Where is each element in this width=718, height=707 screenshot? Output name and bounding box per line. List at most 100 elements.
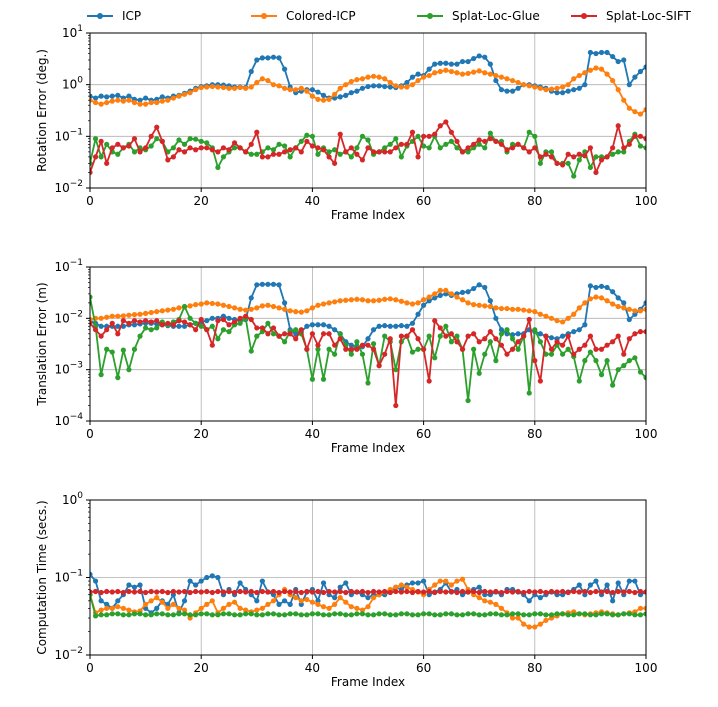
data-point-splat-loc-sift — [176, 589, 182, 595]
data-point-icp — [610, 289, 616, 295]
data-point-colored-icp — [115, 97, 121, 103]
data-point-colored-icp — [320, 604, 327, 610]
data-point-icp — [432, 61, 438, 67]
y-tick-label: 10−2 — [54, 646, 83, 662]
data-point-colored-icp — [448, 291, 454, 297]
data-point-splat-loc-glue — [610, 382, 616, 388]
data-point-splat-loc-sift — [92, 588, 99, 595]
data-point-splat-loc-glue — [610, 612, 616, 618]
data-point-splat-loc-sift — [237, 145, 243, 151]
data-point-colored-icp — [509, 615, 516, 621]
data-point-splat-loc-glue — [181, 141, 188, 147]
data-point-colored-icp — [92, 99, 99, 106]
data-point-colored-icp — [176, 93, 182, 99]
y-tick-label: 10−1 — [54, 127, 83, 143]
data-point-icp — [465, 289, 471, 295]
data-point-splat-loc-sift — [154, 318, 160, 324]
data-point-splat-loc-sift — [104, 160, 110, 166]
data-point-splat-loc-glue — [92, 613, 99, 619]
data-point-icp — [560, 90, 566, 96]
panel-time: 0 20 40 60 80 100 10−2 10−1 100 Frame Index Comput… — [35, 491, 657, 689]
data-point-icp — [587, 49, 594, 56]
data-point-icp — [332, 95, 338, 101]
data-point-splat-loc-glue — [415, 346, 421, 352]
data-point-icp — [248, 295, 254, 301]
data-point-splat-loc-sift — [593, 346, 599, 352]
data-point-colored-icp — [170, 95, 176, 101]
data-point-colored-icp — [348, 78, 354, 85]
data-point-icp — [348, 90, 354, 96]
data-point-splat-loc-glue — [465, 149, 471, 155]
data-point-splat-loc-glue — [332, 611, 338, 617]
data-point-colored-icp — [332, 299, 338, 305]
data-point-splat-loc-glue — [632, 355, 638, 361]
data-point-splat-loc-glue — [621, 149, 627, 155]
data-point-colored-icp — [187, 303, 193, 309]
data-point-icp — [493, 315, 499, 321]
data-point-colored-icp — [343, 599, 349, 605]
x-tick-label: 60 — [416, 661, 431, 675]
data-point-icp — [476, 282, 482, 288]
data-point-splat-loc-sift — [204, 588, 210, 595]
data-point-icp — [265, 281, 271, 287]
series-group — [90, 571, 646, 630]
data-point-splat-loc-sift — [504, 588, 510, 595]
data-point-splat-loc-glue — [487, 339, 493, 345]
data-point-splat-loc-glue — [615, 149, 621, 155]
data-point-splat-loc-sift — [293, 588, 299, 595]
data-point-colored-icp — [521, 82, 527, 88]
data-point-splat-loc-sift — [621, 351, 627, 357]
data-point-splat-loc-glue — [176, 611, 182, 617]
y-tick-label: 100 — [62, 76, 83, 92]
data-point-splat-loc-sift — [537, 588, 543, 595]
data-point-colored-icp — [176, 605, 182, 611]
data-point-splat-loc-sift — [220, 316, 227, 323]
data-point-splat-loc-sift — [476, 589, 482, 596]
data-point-icp — [382, 323, 388, 329]
data-point-splat-loc-glue — [187, 612, 193, 618]
data-point-splat-loc-sift — [181, 149, 188, 155]
data-point-icp — [370, 83, 377, 89]
data-point-icp — [137, 582, 143, 588]
data-point-splat-loc-sift — [393, 402, 399, 409]
data-point-splat-loc-sift — [615, 588, 621, 595]
data-point-splat-loc-glue — [454, 333, 460, 339]
data-point-splat-loc-sift — [304, 346, 310, 352]
data-point-splat-loc-sift — [543, 151, 549, 157]
data-point-splat-loc-sift — [287, 147, 293, 153]
data-point-splat-loc-glue — [587, 349, 594, 355]
data-point-splat-loc-sift — [98, 333, 104, 339]
data-point-colored-icp — [409, 301, 416, 307]
data-point-splat-loc-sift — [565, 151, 571, 157]
data-point-splat-loc-glue — [193, 136, 199, 142]
data-point-splat-loc-glue — [198, 138, 204, 144]
data-point-splat-loc-sift — [615, 333, 621, 339]
data-point-splat-loc-sift — [282, 149, 288, 155]
data-point-icp — [387, 84, 393, 90]
data-point-splat-loc-glue — [137, 333, 143, 339]
data-point-colored-icp — [498, 305, 505, 312]
series-splat-loc-glue — [90, 294, 646, 404]
data-point-splat-loc-sift — [415, 336, 421, 342]
data-point-colored-icp — [226, 303, 232, 310]
data-point-splat-loc-glue — [498, 612, 505, 618]
data-point-icp — [576, 85, 582, 91]
data-point-colored-icp — [254, 79, 260, 86]
data-point-colored-icp — [226, 85, 232, 91]
data-point-splat-loc-sift — [126, 588, 132, 595]
data-point-icp — [282, 66, 288, 72]
data-point-splat-loc-sift — [359, 157, 366, 163]
data-point-splat-loc-glue — [437, 145, 443, 151]
data-point-icp — [115, 323, 121, 329]
data-point-splat-loc-sift — [471, 588, 477, 595]
data-point-colored-icp — [615, 87, 621, 93]
data-point-splat-loc-glue — [320, 612, 327, 618]
data-point-icp — [476, 53, 482, 59]
data-point-splat-loc-glue — [437, 612, 443, 618]
data-point-colored-icp — [204, 300, 210, 306]
data-point-splat-loc-sift — [560, 162, 566, 168]
data-point-splat-loc-glue — [376, 611, 382, 617]
data-point-splat-loc-glue — [504, 327, 510, 333]
data-point-colored-icp — [415, 300, 421, 306]
data-point-splat-loc-sift — [120, 145, 126, 151]
